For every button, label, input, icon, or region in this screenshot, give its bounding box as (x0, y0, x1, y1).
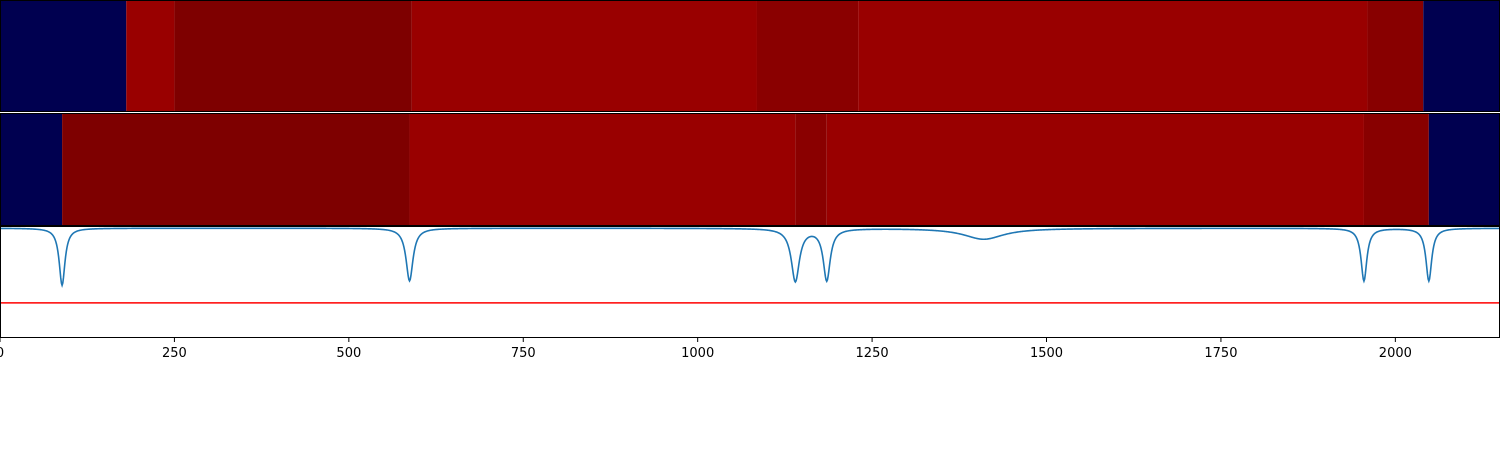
x-tick-label-750: 750 (511, 346, 536, 361)
heatmap-1-segment-5 (858, 0, 1368, 112)
heatmap-2-segment-6 (1428, 113, 1500, 226)
heatmap-track-1 (0, 0, 1500, 112)
signal-panel (0, 226, 1500, 338)
heatmap-2-segment-3 (795, 113, 827, 226)
x-tick-label-1500: 1500 (1030, 346, 1063, 361)
heatmap-1-segment-4 (756, 0, 859, 112)
x-tick-label-1750: 1750 (1204, 346, 1237, 361)
signal-background (0, 226, 1500, 338)
heatmap-2-segment-5 (1363, 113, 1429, 226)
x-tick-label-2000: 2000 (1379, 346, 1412, 361)
heatmap-1-segment-0 (0, 0, 127, 112)
heatmap-1-segment-7 (1423, 0, 1500, 112)
heatmap-1-segment-2 (174, 0, 412, 112)
heatmap-2-segment-0 (0, 113, 63, 226)
x-tick-label-1000: 1000 (681, 346, 714, 361)
heatmap-track-2 (0, 113, 1500, 226)
x-tick-label-250: 250 (162, 346, 187, 361)
heatmap-2-segment-2 (409, 113, 796, 226)
heatmap-1-segment-3 (411, 0, 757, 112)
signal-series-line (0, 227, 1500, 288)
x-tick-label-0: 0 (0, 346, 4, 361)
heatmap-1-segment-1 (126, 0, 175, 112)
x-tick-label-500: 500 (336, 346, 361, 361)
heatmap-2-segment-4 (826, 113, 1364, 226)
x-tick-label-1250: 1250 (856, 346, 889, 361)
heatmap-1-segment-6 (1367, 0, 1424, 112)
heatmap-2-segment-1 (62, 113, 410, 226)
x-axis: 0 250 500 750 1000 1250 1500 1750 2000 (0, 338, 1412, 361)
